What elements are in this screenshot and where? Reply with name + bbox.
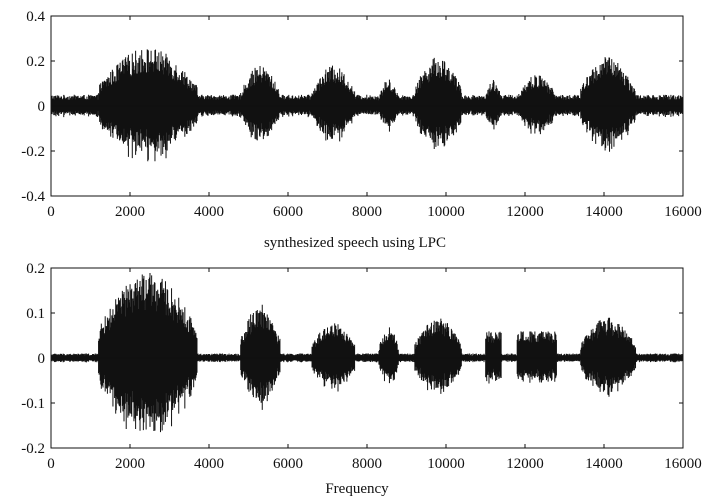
top-waveform-panel: 0 2000 4000 6000 8000 10000 12000 14000 16000 0.4… [21, 9, 702, 220]
top-axes: 0 2000 4000 6000 8000 10000 12000 14000 16000 0.4… [21, 9, 702, 220]
bottom-x-axis-label: Frequency [325, 481, 389, 497]
bottom-x-tick-label: 14000 [585, 456, 623, 472]
top-x-tick-label: 12000 [506, 204, 544, 220]
top-x-tick-label: 2000 [115, 204, 145, 220]
top-x-tick-label: 4000 [194, 204, 224, 220]
bottom-panel-title: synthesized speech using LPC [264, 235, 446, 251]
bottom-x-tick-label: 4000 [194, 456, 224, 472]
top-y-tick-label: 0 [38, 99, 46, 115]
bottom-y-tick-label: 0 [38, 351, 46, 367]
top-x-tick-label: 6000 [273, 204, 303, 220]
top-waveform-path [50, 49, 684, 162]
bottom-y-tick-label: 0.2 [26, 261, 45, 277]
bottom-x-tick-label: 12000 [506, 456, 544, 472]
bottom-y-tick-label: -0.2 [21, 441, 45, 457]
bottom-x-tick-label: 8000 [352, 456, 382, 472]
bottom-waveform-path [50, 273, 684, 433]
top-x-tick-label: 10000 [427, 204, 465, 220]
top-x-tick-label: 14000 [585, 204, 623, 220]
bottom-x-tick-label: 16000 [664, 456, 702, 472]
top-waveform-trace [50, 49, 684, 162]
bottom-x-tick-label: 6000 [273, 456, 303, 472]
top-y-tick-label: 0.4 [26, 9, 45, 25]
top-x-tick-label: 8000 [352, 204, 382, 220]
bottom-y-tick-label: -0.1 [21, 396, 45, 412]
bottom-waveform-panel: 0 2000 4000 6000 8000 10000 12000 14000 16000 0.2… [21, 261, 702, 472]
top-y-tick-label: 0.2 [26, 54, 45, 70]
top-y-tick-label: -0.4 [21, 189, 45, 205]
bottom-x-tick-label: 10000 [427, 456, 465, 472]
bottom-y-tick-label: 0.1 [26, 306, 45, 322]
top-y-tick-label: -0.2 [21, 144, 45, 160]
bottom-waveform-trace [50, 273, 684, 433]
top-x-tick-label: 16000 [664, 204, 702, 220]
bottom-x-tick-label: 2000 [115, 456, 145, 472]
top-x-tick-label: 0 [47, 204, 55, 220]
bottom-x-tick-label: 0 [47, 456, 55, 472]
bottom-axes: 0 2000 4000 6000 8000 10000 12000 14000 16000 0.2… [21, 261, 702, 472]
